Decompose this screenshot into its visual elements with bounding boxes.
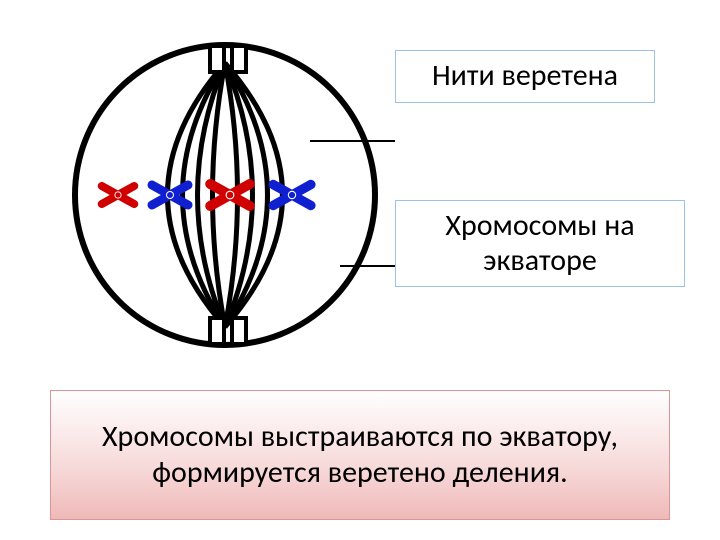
- label-spindle-fibers: Нити веретена: [395, 50, 655, 103]
- caption-text: Хромосомы выстраиваются по экватору, фор…: [71, 419, 649, 491]
- cell-diagram: [60, 30, 390, 360]
- leader-line-1: [310, 140, 395, 142]
- label-chromosomes-equator-text: Хромосомы на экваторе: [445, 207, 634, 279]
- caption-box: Хромосомы выстраиваются по экватору, фор…: [50, 390, 670, 520]
- cell-svg: [60, 30, 390, 360]
- label-chromosomes-equator: Хромосомы на экваторе: [395, 200, 685, 287]
- label-spindle-fibers-text: Нити веретена: [432, 57, 618, 94]
- leader-line-2: [340, 265, 395, 267]
